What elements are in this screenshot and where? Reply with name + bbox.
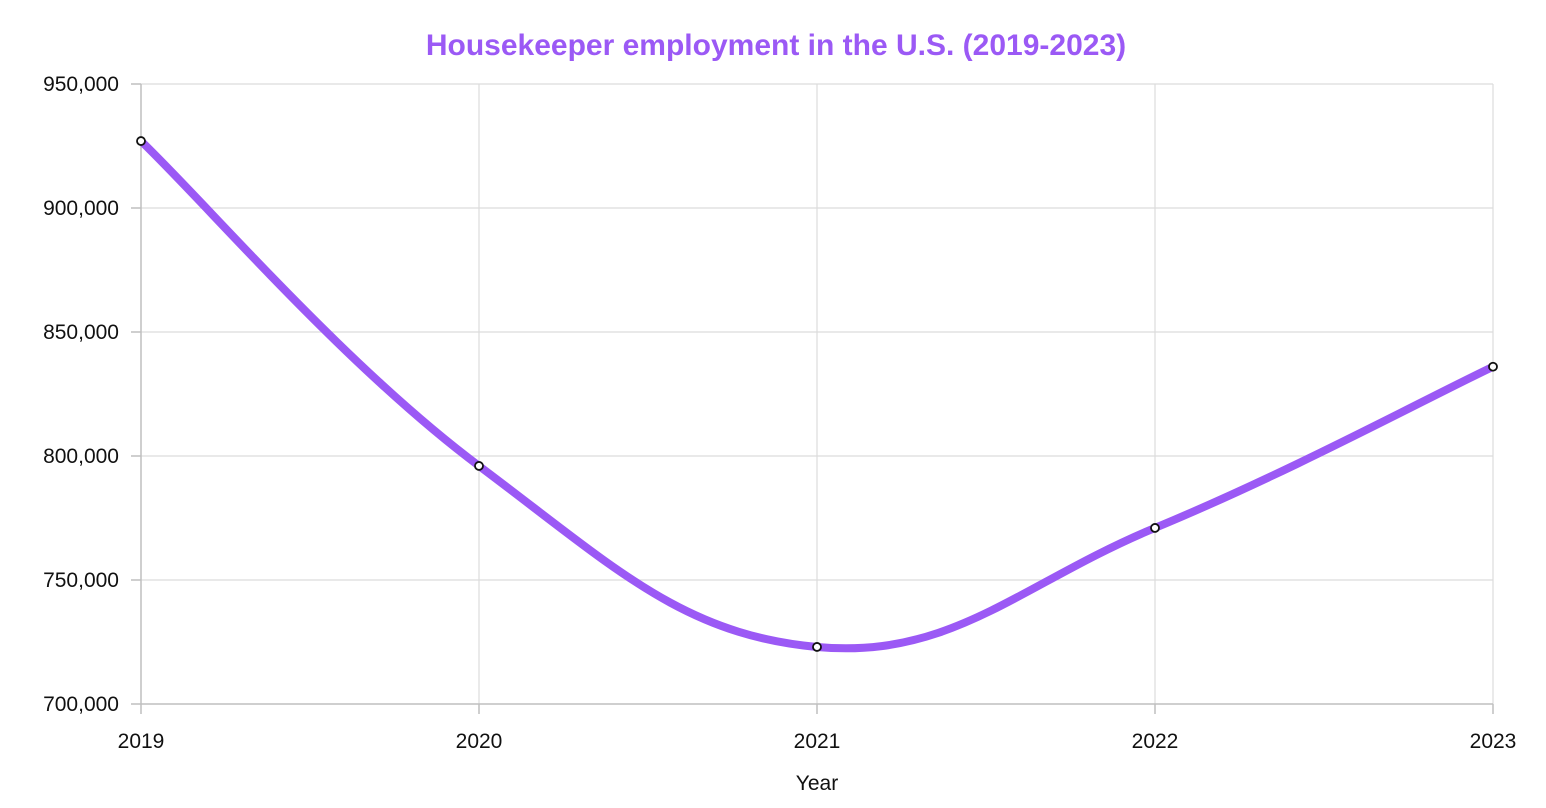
- x-tick-label: 2023: [1470, 730, 1517, 753]
- series-line: [137, 137, 1497, 653]
- grid: [141, 83, 1494, 704]
- data-point-2019[interactable]: [136, 136, 146, 146]
- x-tick-label: 2021: [794, 730, 841, 753]
- data-point-2023[interactable]: [1488, 361, 1498, 372]
- series: [137, 137, 1497, 653]
- x-tick-label: 2022: [1132, 730, 1179, 753]
- y-tick-label: 750,000: [43, 569, 119, 592]
- data-point-2022[interactable]: [1150, 523, 1160, 533]
- data-points: [136, 136, 1498, 652]
- y-tick-label: 850,000: [43, 321, 119, 344]
- data-point-2020[interactable]: [474, 461, 484, 471]
- y-tick-label: 700,000: [43, 693, 119, 716]
- y-tick-label: 950,000: [43, 73, 119, 96]
- axes: [131, 83, 1494, 714]
- x-axis-title: Year: [796, 772, 838, 795]
- x-tick-label: 2019: [118, 730, 165, 753]
- y-tick-label: 900,000: [43, 197, 119, 220]
- x-tick-label: 2020: [456, 730, 503, 753]
- data-point-2021[interactable]: [812, 642, 822, 652]
- tick-labels: 700,000 750,000 800,000 850,000 900,000 950,0…: [43, 73, 1516, 753]
- y-tick-label: 800,000: [43, 445, 119, 468]
- chart-title: Housekeeper employment in the U.S. (2019…: [426, 29, 1126, 62]
